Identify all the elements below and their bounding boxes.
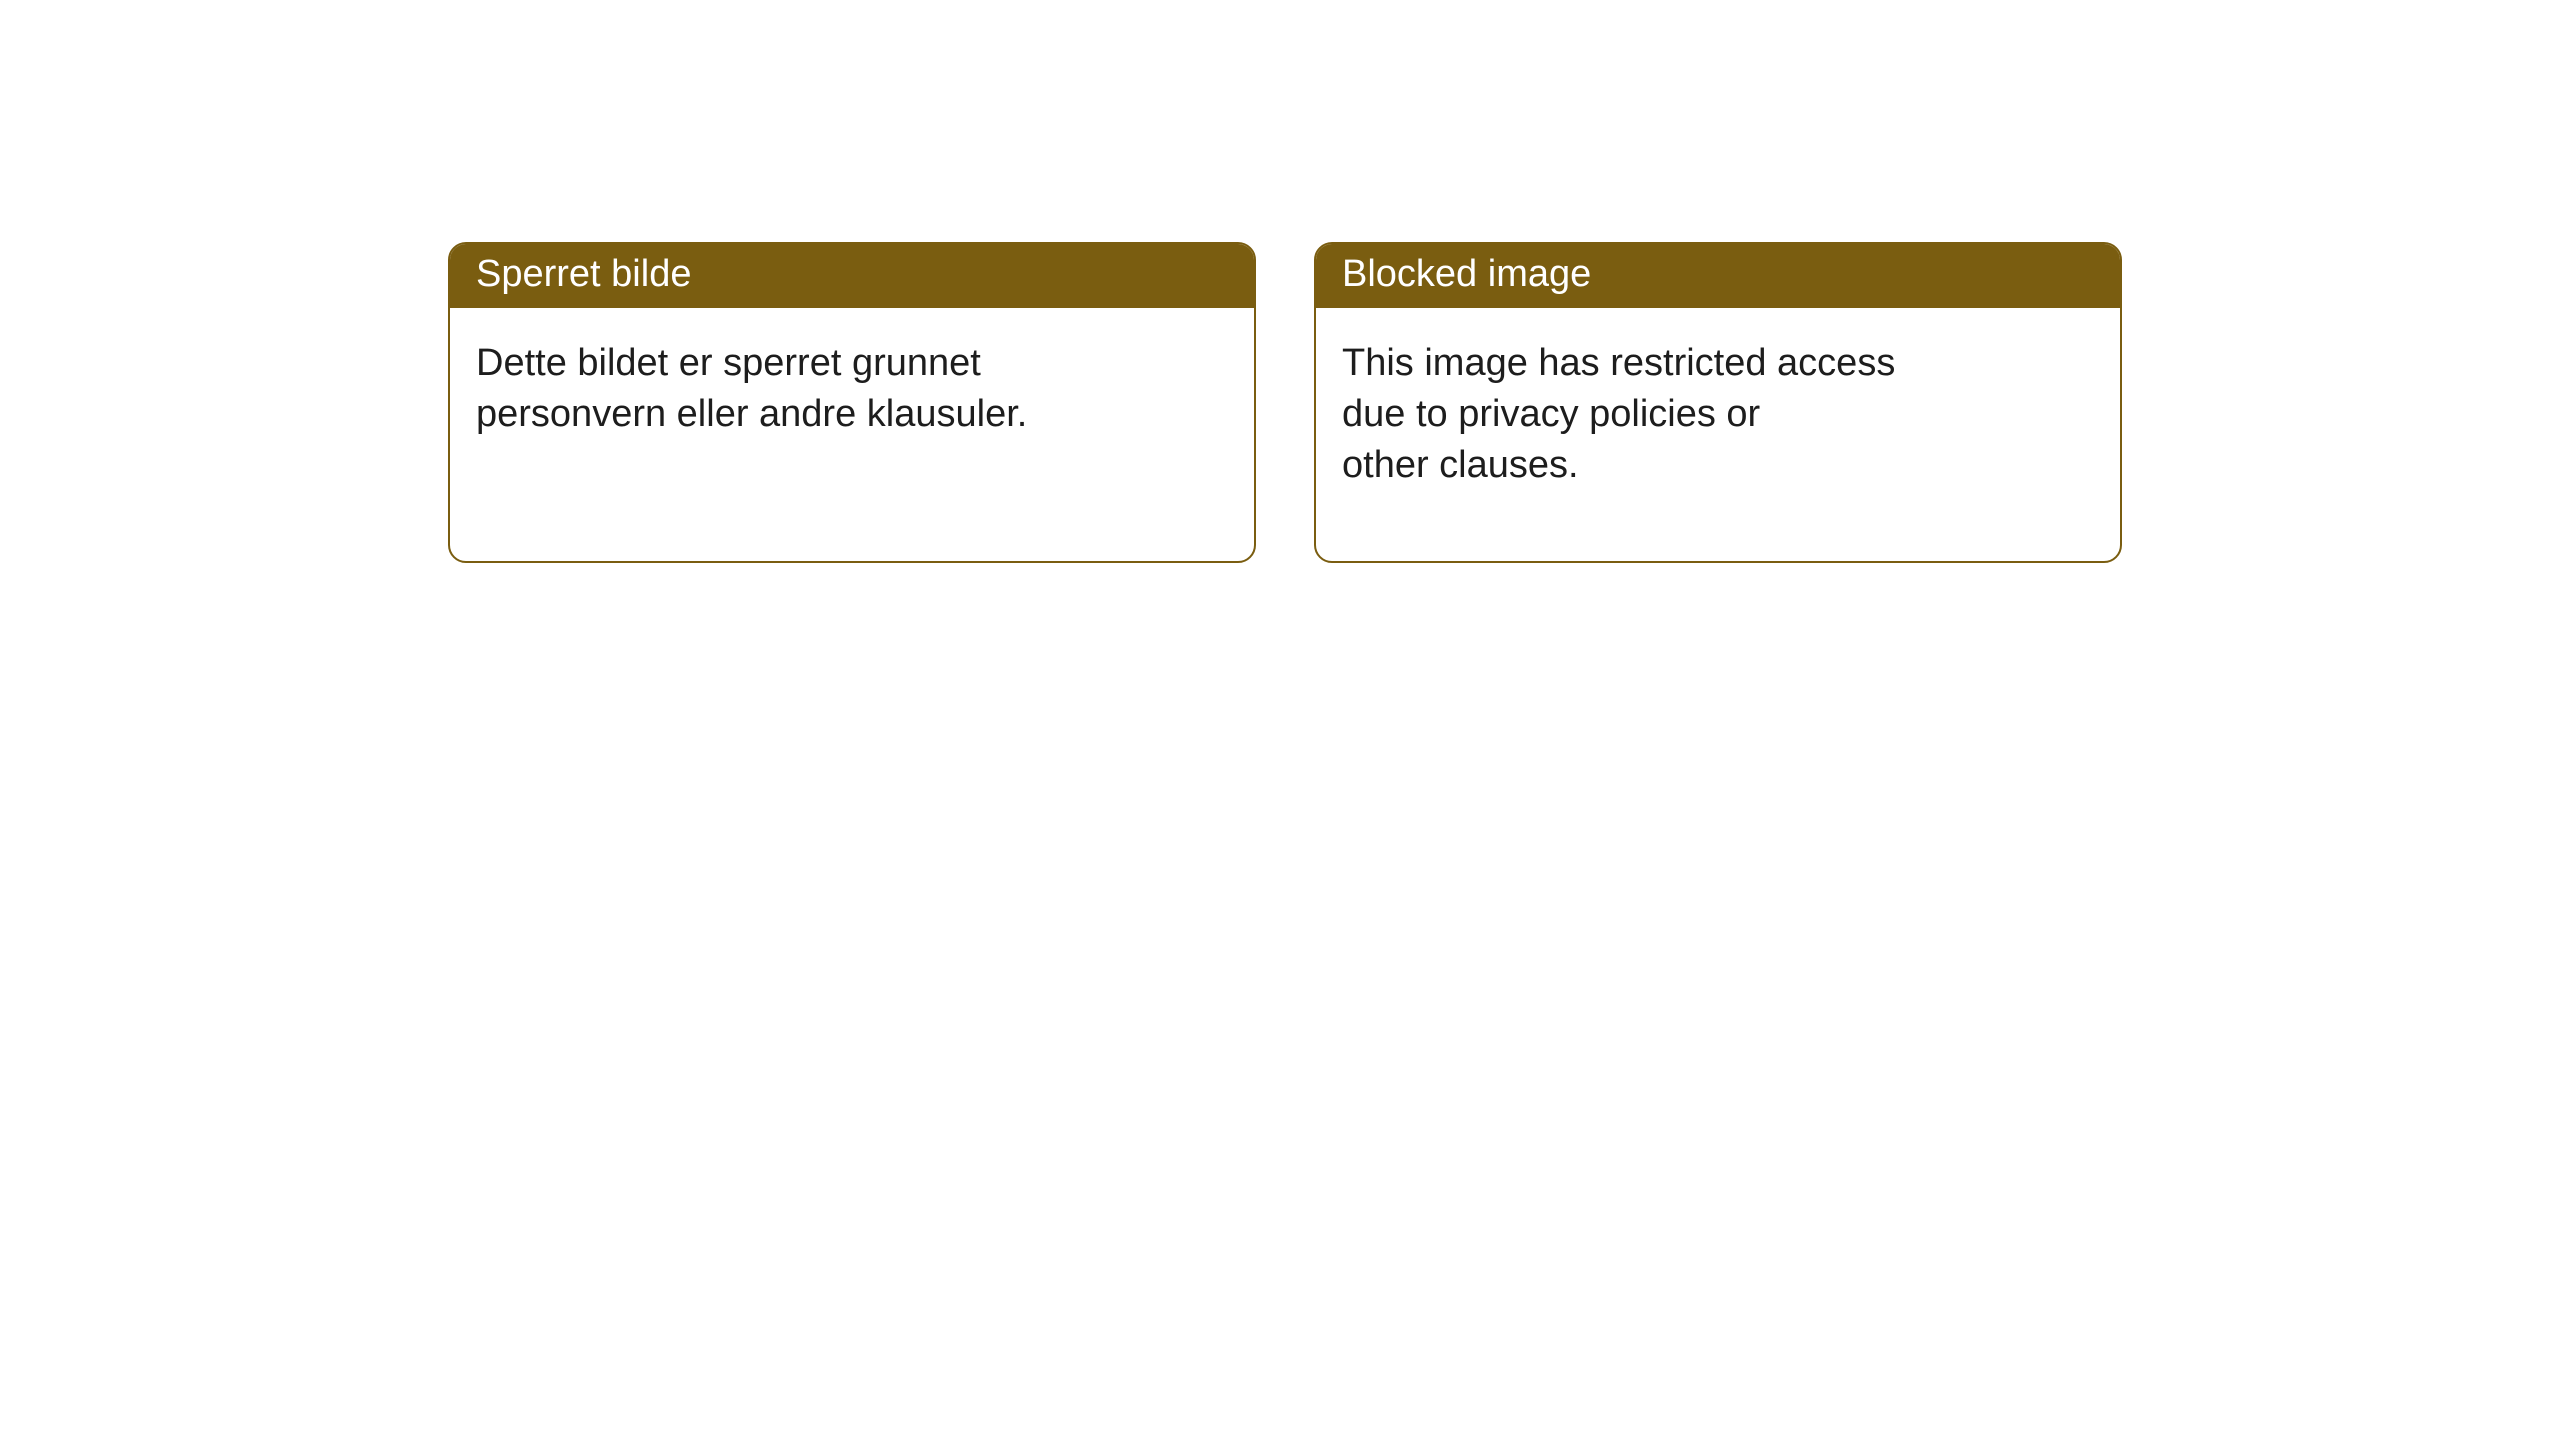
notice-box-norwegian: Sperret bilde Dette bildet er sperret gr… bbox=[448, 242, 1256, 563]
notice-box-english: Blocked image This image has restricted … bbox=[1314, 242, 2122, 563]
notice-title-norwegian: Sperret bilde bbox=[450, 244, 1254, 308]
notice-body-english: This image has restricted access due to … bbox=[1316, 308, 2120, 562]
notice-body-line: other clauses. bbox=[1342, 440, 2094, 491]
notice-body-line: due to privacy policies or bbox=[1342, 389, 2094, 440]
notice-title-english: Blocked image bbox=[1316, 244, 2120, 308]
notice-body-norwegian: Dette bildet er sperret grunnet personve… bbox=[450, 308, 1254, 511]
notice-body-line: This image has restricted access bbox=[1342, 338, 2094, 389]
notice-body-line: personvern eller andre klausuler. bbox=[476, 389, 1228, 440]
notice-container: Sperret bilde Dette bildet er sperret gr… bbox=[0, 0, 2560, 563]
notice-body-line: Dette bildet er sperret grunnet bbox=[476, 338, 1228, 389]
